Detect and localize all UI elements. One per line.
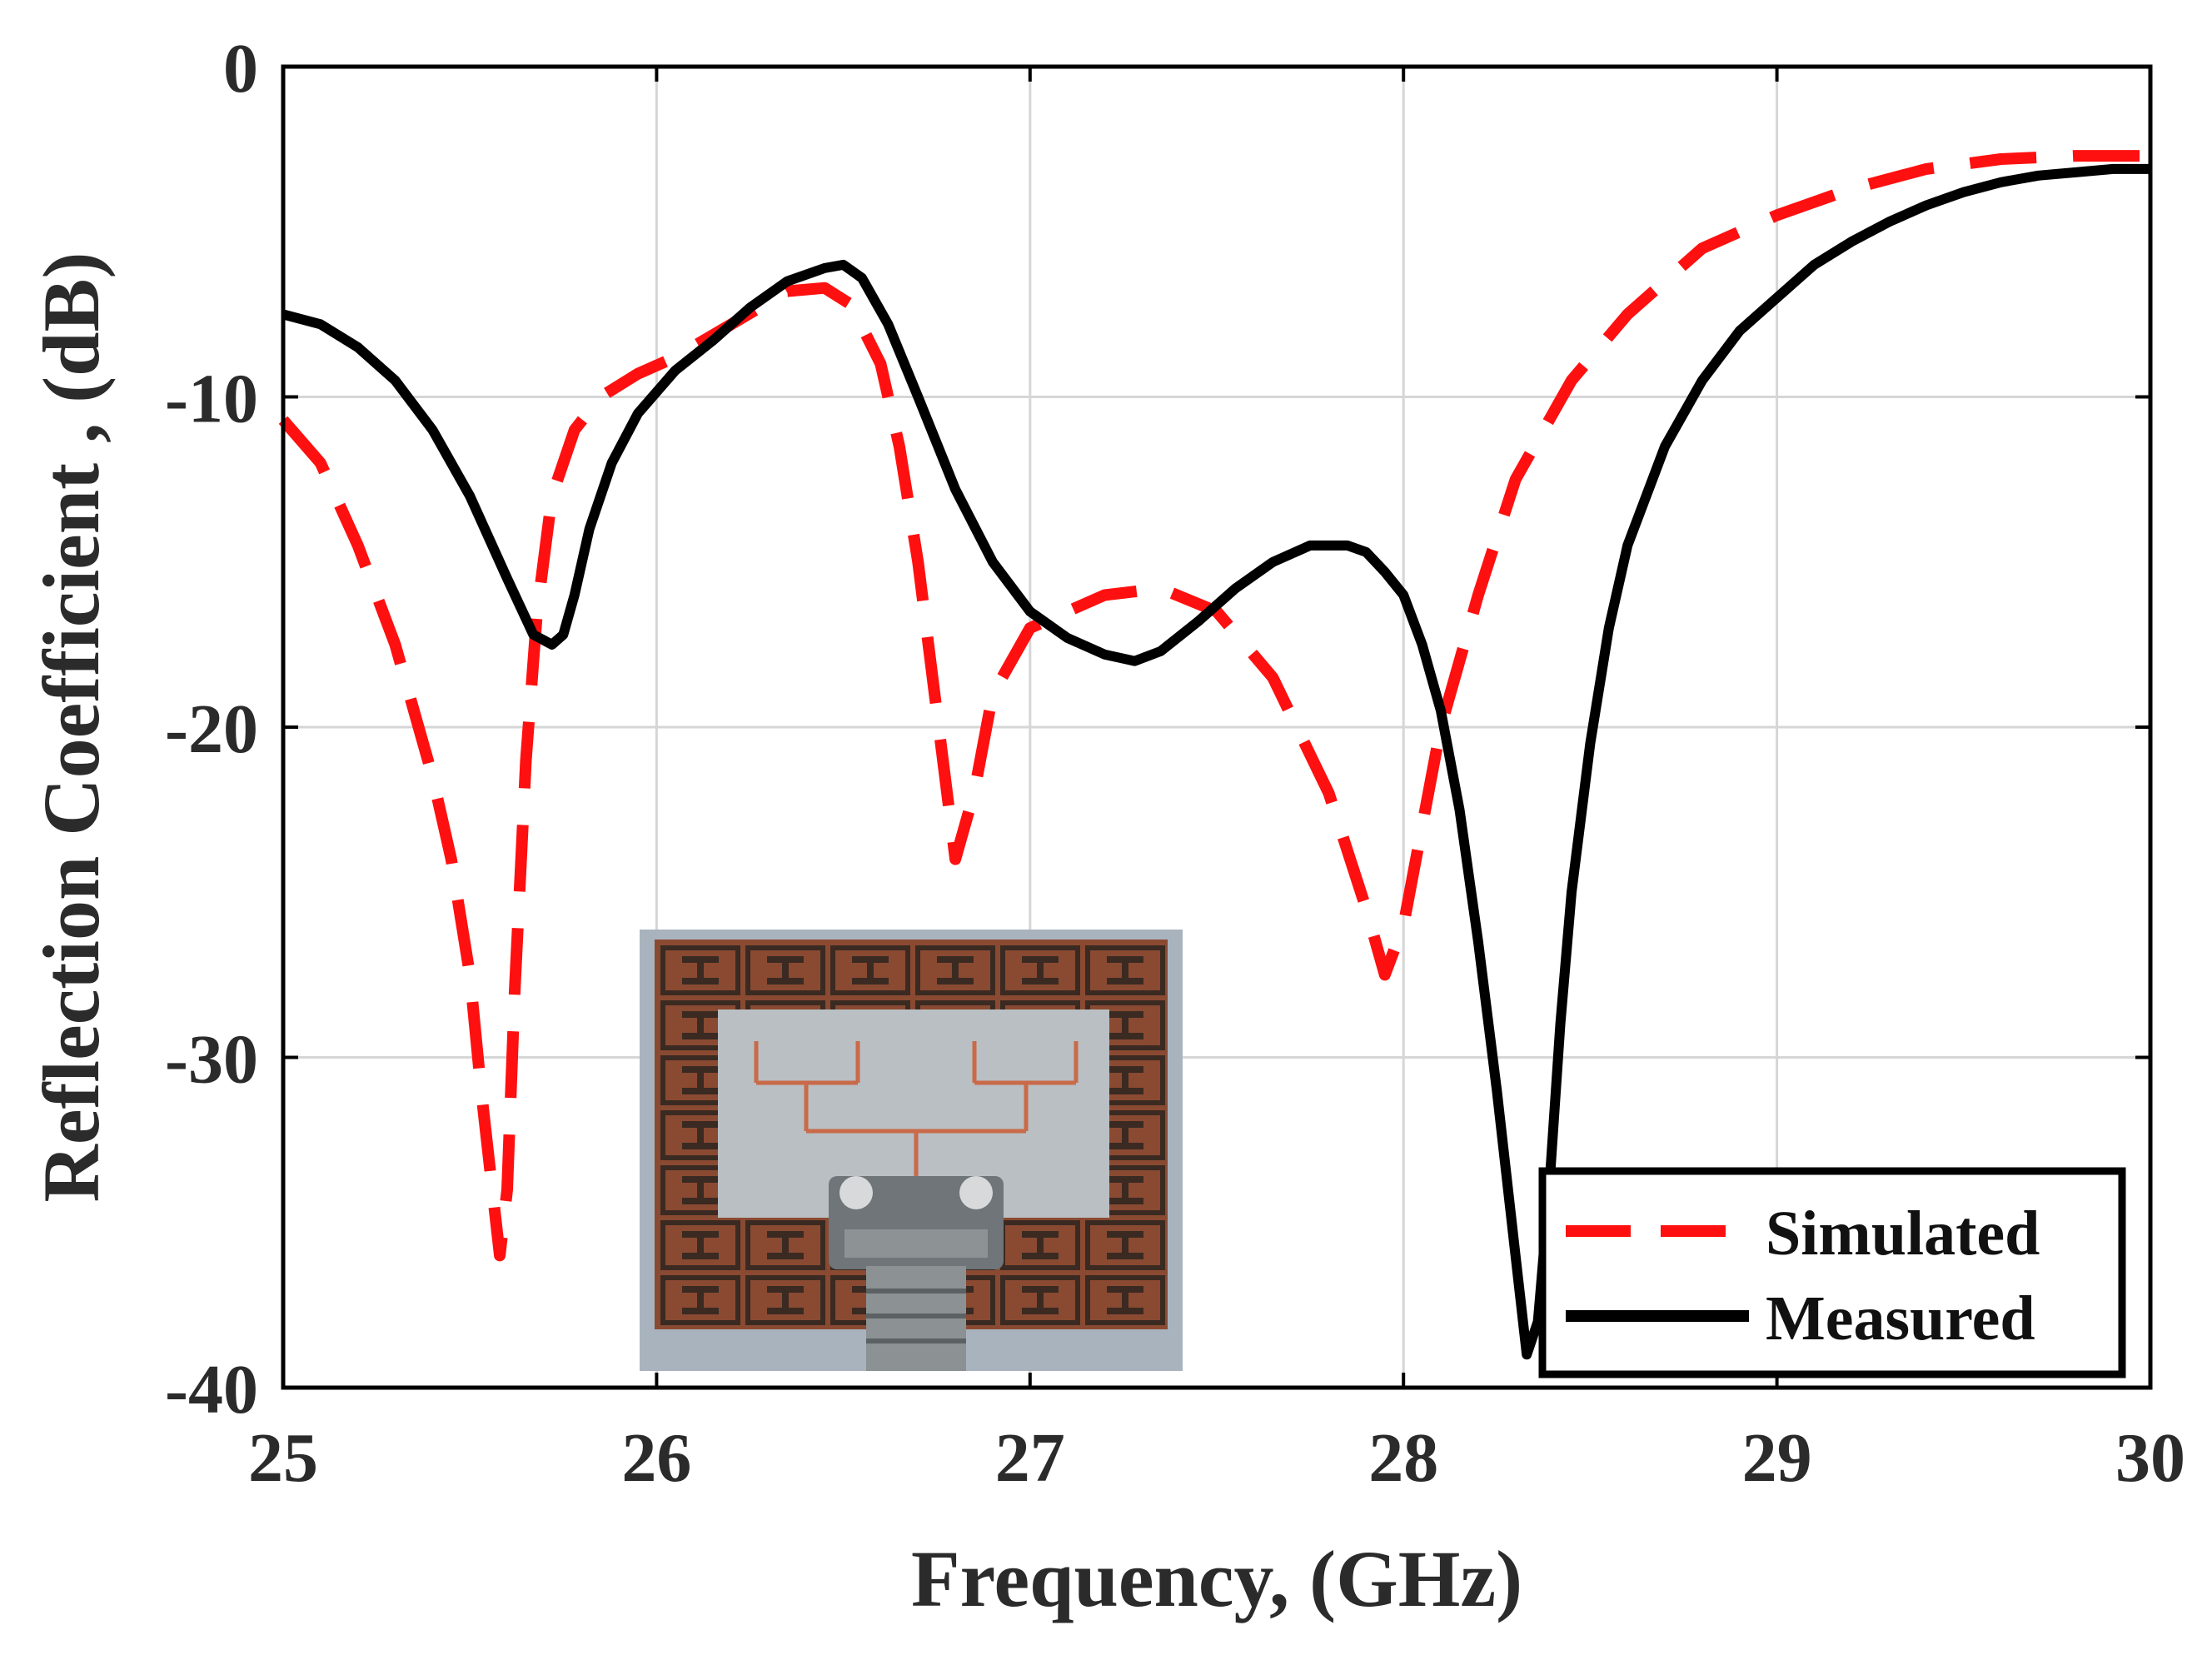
unit-cell-bar (767, 978, 804, 985)
unit-cell-bar (1107, 1143, 1143, 1149)
unit-cell-stem (867, 956, 874, 985)
x-tick-label: 25 (248, 1419, 318, 1497)
unit-cell (660, 1275, 740, 1325)
unit-cell-bar (682, 1033, 719, 1039)
unit-cell-stem (1122, 1231, 1128, 1259)
unit-cell-bar (767, 1253, 804, 1259)
y-tick-label: -40 (165, 1351, 258, 1428)
x-tick-label: 29 (1742, 1419, 1812, 1497)
unit-cell-bar (1107, 1308, 1143, 1314)
unit-cell-stem (1037, 956, 1044, 985)
unit-cell-stem (782, 1286, 789, 1314)
unit-cell-bar (1107, 978, 1143, 985)
axis-ticks: 25 26 27 28 29 30 0 -10 -20 -30 -40 (165, 30, 2185, 1497)
unit-cell-stem (697, 1286, 704, 1314)
unit-cell-bar (937, 978, 974, 985)
unit-cell-stem (782, 1231, 789, 1259)
unit-cell (915, 945, 995, 995)
unit-cell-bar (682, 1143, 719, 1149)
unit-cell-stem (1122, 1176, 1128, 1204)
x-tick-label: 30 (2115, 1419, 2185, 1497)
unit-cell-stem (1122, 1011, 1128, 1039)
unit-cell-bar (1022, 1253, 1059, 1259)
unit-cell-bar (682, 1198, 719, 1204)
unit-cell-stem (697, 1231, 704, 1259)
x-tick-label: 28 (1368, 1419, 1438, 1497)
unit-cell-stem (697, 1176, 704, 1204)
unit-cell (745, 1275, 825, 1325)
unit-cell-bar (1107, 1088, 1143, 1094)
feed-network-traces (754, 1041, 1079, 1218)
unit-cell (745, 1220, 825, 1270)
legend-simulated-label: Simulated (1766, 1199, 2040, 1269)
unit-cell-stem (782, 956, 789, 985)
unit-cell-stem (697, 1121, 704, 1149)
y-tick-label: -10 (165, 361, 258, 438)
unit-cell-stem (952, 956, 959, 985)
unit-cell-stem (1037, 1286, 1044, 1314)
unit-cell (1085, 945, 1165, 995)
series-line-simulated (278, 150, 2150, 1262)
grid-lines (283, 67, 2150, 1388)
x-tick-label: 27 (995, 1419, 1065, 1497)
unit-cell-bar (1107, 1198, 1143, 1204)
unit-cell (830, 945, 910, 995)
unit-cell-bar (1107, 1253, 1143, 1259)
unit-cell-stem (697, 956, 704, 985)
unit-cell-stem (1037, 1231, 1044, 1259)
unit-cell (660, 1220, 740, 1270)
unit-cell (1000, 1275, 1080, 1325)
series-layer (278, 150, 2150, 1360)
unit-cell-bar (682, 1253, 719, 1259)
unit-cell-stem (697, 1066, 704, 1094)
unit-cell-bar (1022, 978, 1059, 985)
antenna-prototype-photo (640, 930, 1183, 1371)
unit-cell-bar (682, 978, 719, 985)
x-tick-label: 26 (621, 1419, 691, 1497)
unit-cell (1000, 945, 1080, 995)
y-tick-label: 0 (223, 30, 258, 107)
unit-cell-stem (1122, 1121, 1128, 1149)
unit-cell-bar (1107, 1033, 1143, 1039)
y-tick-label: -30 (165, 1021, 258, 1099)
legend-measured-label: Measured (1766, 1284, 2035, 1353)
y-axis-title: Reflection Coefficient , (dB) (27, 252, 116, 1203)
unit-cell-stem (1122, 1286, 1128, 1314)
series-line-measured (281, 163, 2150, 1360)
unit-cell (745, 945, 825, 995)
unit-cell-bar (682, 1308, 719, 1314)
unit-cell-stem (1122, 956, 1128, 985)
unit-cell (660, 945, 740, 995)
unit-cell-bar (852, 978, 889, 985)
unit-cell-bar (767, 1308, 804, 1314)
unit-cell-bar (682, 1088, 719, 1094)
y-tick-label: -20 (165, 690, 258, 768)
unit-cell (1085, 1275, 1165, 1325)
x-axis-title: Frequency, (GHz) (911, 1534, 1522, 1623)
legend-box (1538, 1167, 2126, 1378)
legend: Simulated Measured (1538, 1167, 2126, 1378)
unit-cell (1085, 1220, 1165, 1270)
unit-cell-stem (697, 1011, 704, 1039)
unit-cell-stem (1122, 1066, 1128, 1094)
unit-cell-bar (1022, 1308, 1059, 1314)
